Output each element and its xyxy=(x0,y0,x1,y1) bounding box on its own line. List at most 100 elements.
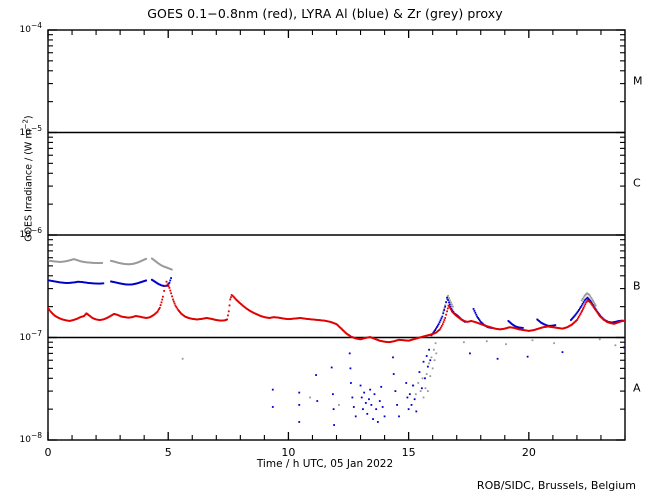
data-point xyxy=(592,305,595,308)
data-point xyxy=(392,356,394,359)
data-point xyxy=(574,313,577,316)
data-point xyxy=(584,298,587,301)
data-point xyxy=(248,309,250,312)
data-point xyxy=(47,306,49,309)
data-point xyxy=(89,315,92,318)
data-point xyxy=(582,301,585,304)
data-point xyxy=(188,317,191,320)
data-point xyxy=(594,308,596,310)
data-point xyxy=(444,304,447,307)
data-point xyxy=(298,421,301,423)
y-tick-label: 10−6 xyxy=(19,226,42,240)
data-point xyxy=(158,262,160,265)
data-point xyxy=(363,391,366,394)
data-point xyxy=(229,298,232,301)
data-point xyxy=(475,313,478,316)
data-point xyxy=(51,280,54,282)
data-point xyxy=(419,390,422,392)
data-point xyxy=(477,317,479,319)
data-point xyxy=(49,279,51,282)
y-tick-label: 10−7 xyxy=(19,328,42,343)
data-point xyxy=(430,356,433,359)
data-point xyxy=(446,307,449,310)
data-point xyxy=(425,355,428,357)
data-point xyxy=(474,321,477,324)
data-point xyxy=(392,373,395,375)
data-point xyxy=(615,322,617,325)
data-point xyxy=(78,316,81,319)
data-point xyxy=(59,261,61,263)
data-point xyxy=(622,320,625,322)
data-point xyxy=(234,297,237,300)
data-point xyxy=(553,342,555,345)
data-point xyxy=(271,406,274,408)
data-point xyxy=(48,259,51,262)
data-point xyxy=(448,305,451,308)
data-point xyxy=(55,260,58,263)
data-point xyxy=(591,304,594,307)
data-point xyxy=(441,323,444,326)
data-point xyxy=(155,311,158,314)
data-point xyxy=(160,301,163,304)
data-point xyxy=(598,313,600,316)
data-point xyxy=(588,294,591,296)
flare-class-label-b: B xyxy=(633,279,641,293)
data-point xyxy=(444,317,447,319)
data-point xyxy=(166,284,168,287)
data-point xyxy=(408,393,411,396)
data-point xyxy=(600,316,603,319)
data-point xyxy=(172,300,175,303)
data-point xyxy=(228,304,231,307)
data-point xyxy=(372,418,374,420)
data-point xyxy=(381,406,384,408)
data-point xyxy=(410,404,413,406)
data-point xyxy=(451,309,454,312)
data-point xyxy=(187,317,190,319)
x-axis-label: Time / h UTC, 05 Jan 2022 xyxy=(256,458,394,470)
data-point xyxy=(438,328,441,331)
data-point xyxy=(469,320,472,323)
data-point xyxy=(443,319,446,321)
data-point xyxy=(74,258,76,261)
data-point xyxy=(78,260,81,262)
data-point xyxy=(446,310,448,313)
data-point xyxy=(437,323,440,326)
chart-title: GOES 0.1−0.8nm (red), LYRA Al (blue) & Z… xyxy=(147,6,503,21)
data-point xyxy=(585,301,587,304)
data-point xyxy=(580,299,583,302)
data-point xyxy=(67,282,70,284)
data-point xyxy=(333,424,335,426)
data-point xyxy=(434,342,437,345)
x-tick-label: 15 xyxy=(401,446,416,459)
data-point xyxy=(596,311,599,314)
data-point xyxy=(615,320,618,323)
data-point xyxy=(581,309,583,312)
data-point xyxy=(422,396,425,399)
data-point xyxy=(575,312,578,315)
data-point xyxy=(579,312,582,315)
flare-class-label-c: C xyxy=(633,176,641,190)
x-tick-label: 10 xyxy=(281,446,296,459)
data-point xyxy=(473,309,476,312)
data-point xyxy=(505,343,507,346)
credit-line: ROB/SIDC, Brussels, Belgium xyxy=(476,479,636,492)
data-point xyxy=(570,319,572,321)
y-tick-label: 10−4 xyxy=(19,21,42,35)
data-point xyxy=(113,312,116,315)
data-point xyxy=(431,333,434,335)
data-point xyxy=(59,281,61,284)
data-point xyxy=(448,297,450,300)
data-point xyxy=(380,385,383,388)
flare-class-label-a: A xyxy=(633,381,641,395)
data-point xyxy=(101,262,103,264)
data-point xyxy=(443,309,446,311)
data-point xyxy=(359,384,362,387)
data-point xyxy=(157,262,160,265)
data-point xyxy=(582,296,585,299)
data-point xyxy=(422,360,425,363)
data-point xyxy=(62,260,65,263)
data-point xyxy=(56,316,58,318)
data-point xyxy=(158,308,160,311)
data-point xyxy=(230,296,232,299)
